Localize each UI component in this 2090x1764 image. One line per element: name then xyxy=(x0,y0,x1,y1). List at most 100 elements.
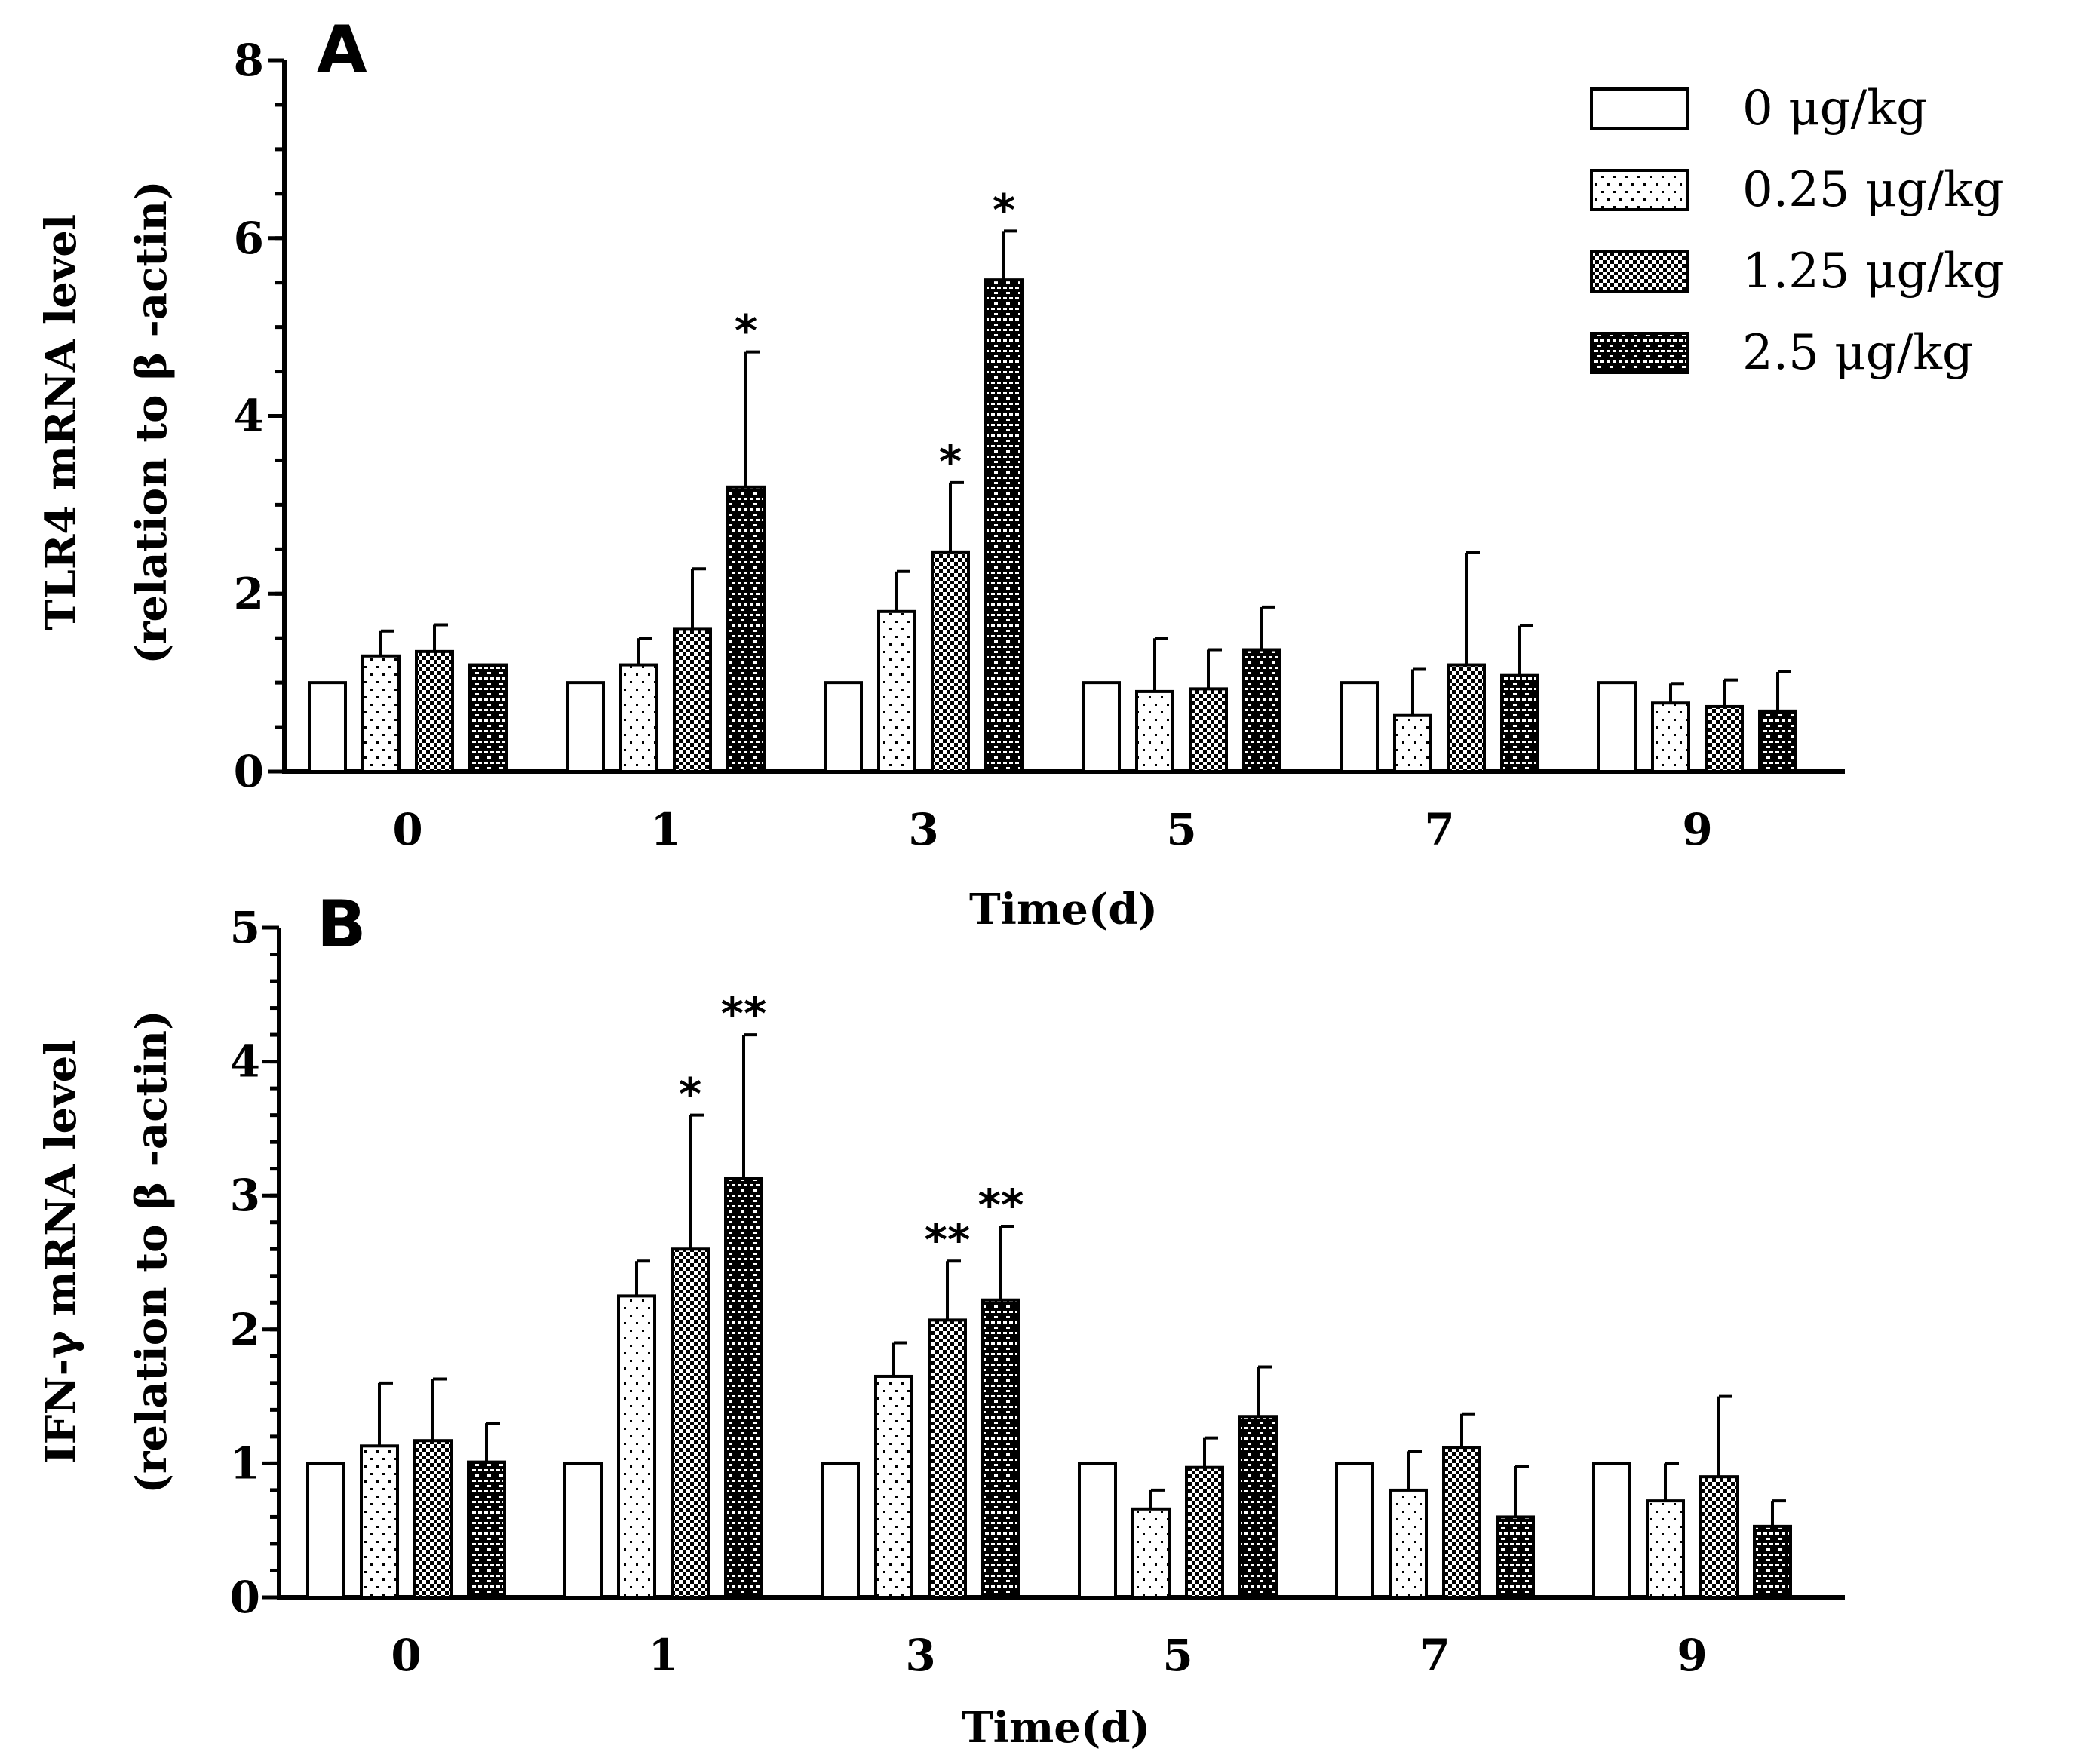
bar-white-0 xyxy=(306,1462,345,1600)
bar-checker-7 xyxy=(1447,663,1486,773)
x-tick-label-7: 7 xyxy=(1419,1630,1450,1681)
legend-swatch-3 xyxy=(1590,332,1689,374)
bar-brick-1 xyxy=(726,485,766,773)
panel-a-letter: A xyxy=(317,12,367,87)
x-tick-label-7: 7 xyxy=(1424,804,1454,855)
legend-label-3: 2.5 μg/kg xyxy=(1742,325,1973,381)
y-tick-label-2: 2 xyxy=(234,568,264,619)
panel-a-ylabel-line1: TLR4 mRNA level xyxy=(36,214,86,630)
bar-white-3 xyxy=(824,681,863,773)
panel-b-y-ticks: 0 1 2 3 4 5 xyxy=(230,902,279,1623)
bar-dots-9 xyxy=(1646,1499,1685,1600)
bar-dots-5 xyxy=(1135,689,1174,773)
y-tick-label-0: 0 xyxy=(230,1572,260,1623)
bar-dots-5 xyxy=(1131,1507,1171,1600)
panel-a-ylabel-line2: (relation to β -actin) xyxy=(127,180,176,664)
bar-checker-5 xyxy=(1185,1465,1224,1600)
significance-mark: ** xyxy=(721,988,767,1039)
x-tick-label-0: 0 xyxy=(391,1630,421,1681)
y-tick-label-5: 5 xyxy=(230,902,260,953)
bar-brick-3 xyxy=(984,278,1024,773)
bar-checker-3 xyxy=(928,1318,967,1600)
bar-white-7 xyxy=(1340,681,1379,773)
legend-label-1: 0.25 μg/kg xyxy=(1742,162,2004,218)
bar-checker-1 xyxy=(671,1247,710,1599)
panel-a-y-ticks: 0 2 4 6 8 xyxy=(234,35,284,797)
legend: 0 μg/kg 0.25 μg/kg 1.25 μg/kg 2.5 μg/kg xyxy=(1590,81,2004,381)
significance-mark: ** xyxy=(978,1180,1024,1231)
bar-white-5 xyxy=(1082,681,1121,773)
x-tick-label-3: 3 xyxy=(905,1630,935,1681)
bar-brick-7 xyxy=(1496,1515,1535,1599)
bar-brick-9 xyxy=(1753,1524,1792,1599)
bar-brick-7 xyxy=(1500,673,1539,774)
significance-mark: ** xyxy=(925,1214,971,1265)
y-tick-label-3: 3 xyxy=(230,1170,260,1221)
bar-white-0 xyxy=(308,681,347,773)
bar-white-5 xyxy=(1078,1462,1117,1600)
bar-checker-3 xyxy=(931,550,970,773)
x-tick-label-0: 0 xyxy=(392,804,422,855)
significance-mark: * xyxy=(735,305,757,357)
bar-checker-0 xyxy=(413,1439,453,1600)
legend-label-2: 1.25 μg/kg xyxy=(1742,244,2004,299)
bar-white-7 xyxy=(1335,1462,1374,1600)
bar-brick-1 xyxy=(724,1177,763,1600)
significance-mark: * xyxy=(679,1069,701,1120)
panel-b-ylabel-line2: (relation to β -actin) xyxy=(127,1010,176,1493)
panel-b-xlabel: Time(d) xyxy=(962,1703,1150,1753)
panel-a-y-title: TLR4 mRNA level (relation to β -actin) xyxy=(36,180,176,664)
bar-white-9 xyxy=(1597,681,1637,773)
bar-checker-5 xyxy=(1189,687,1228,773)
y-tick-label-4: 4 xyxy=(234,391,264,442)
bar-brick-0 xyxy=(468,663,508,773)
y-tick-label-8: 8 xyxy=(234,35,264,86)
x-tick-label-1: 1 xyxy=(648,1630,678,1681)
bar-dots-3 xyxy=(874,1374,913,1599)
bar-checker-9 xyxy=(1699,1475,1739,1600)
panel-b-ylabel-line1: IFN-γ mRNA level xyxy=(36,1039,86,1464)
y-tick-label-0: 0 xyxy=(234,746,264,797)
y-tick-label-4: 4 xyxy=(230,1036,260,1088)
x-tick-label-5: 5 xyxy=(1162,1630,1192,1681)
legend-swatch-2 xyxy=(1590,250,1689,293)
legend-swatch-1 xyxy=(1590,169,1689,211)
bar-brick-0 xyxy=(467,1460,506,1600)
bar-dots-9 xyxy=(1651,701,1690,774)
y-tick-label-1: 1 xyxy=(230,1437,260,1489)
significance-mark: * xyxy=(993,184,1015,235)
legend-swatch-0 xyxy=(1590,87,1689,130)
panel-b: B IFN-γ mRNA level (relation to β -actin… xyxy=(36,887,1845,1753)
bar-brick-3 xyxy=(981,1298,1020,1600)
y-tick-label-6: 6 xyxy=(234,213,264,264)
bar-dots-7 xyxy=(1393,713,1432,774)
panel-a-x-ticks: 0 1 3 5 7 9 xyxy=(392,804,1712,855)
panel-a-bars: * * * xyxy=(308,184,1797,774)
x-tick-label-9: 9 xyxy=(1682,804,1712,855)
significance-mark: * xyxy=(939,436,962,487)
bar-dots-0 xyxy=(361,654,401,774)
panel-a-xlabel: Time(d) xyxy=(969,885,1158,934)
bar-checker-0 xyxy=(415,649,454,774)
bar-dots-0 xyxy=(360,1444,399,1600)
x-tick-label-3: 3 xyxy=(908,804,938,855)
panel-b-letter: B xyxy=(317,887,367,962)
bar-brick-9 xyxy=(1758,709,1797,773)
legend-label-0: 0 μg/kg xyxy=(1742,81,1927,137)
bar-checker-7 xyxy=(1442,1446,1481,1600)
panel-b-y-title: IFN-γ mRNA level (relation to β -actin) xyxy=(36,1010,176,1493)
bar-white-3 xyxy=(821,1462,860,1600)
bar-brick-5 xyxy=(1238,1415,1278,1599)
bar-checker-1 xyxy=(673,627,712,774)
bar-dots-1 xyxy=(617,1294,656,1600)
bar-checker-9 xyxy=(1705,704,1744,773)
panel-b-x-ticks: 0 1 3 5 7 9 xyxy=(391,1630,1707,1681)
bar-dots-3 xyxy=(877,609,916,774)
bar-white-1 xyxy=(563,1462,603,1600)
x-tick-label-9: 9 xyxy=(1677,1630,1707,1681)
x-tick-label-5: 5 xyxy=(1166,804,1196,855)
bar-dots-7 xyxy=(1389,1488,1428,1600)
panel-b-bars: ******* xyxy=(306,988,1792,1600)
x-tick-label-1: 1 xyxy=(650,804,680,855)
